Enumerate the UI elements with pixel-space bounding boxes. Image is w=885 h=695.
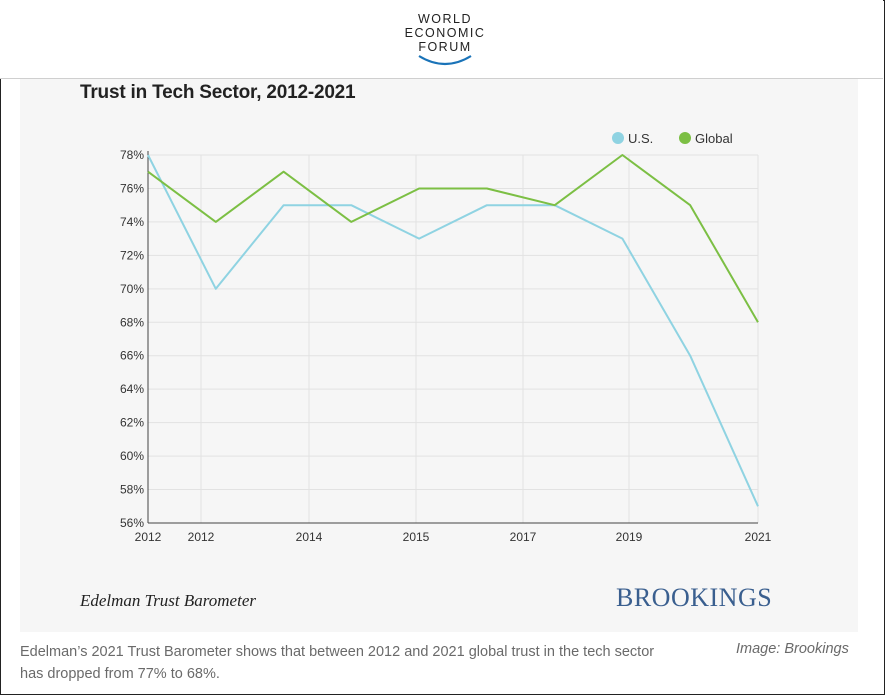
series-line-global [147,154,759,323]
y-tick-label: 60% [120,449,144,463]
chart-legend: U.S. Global [612,131,733,146]
grid-lines [147,154,759,524]
line-chart: 56% 58% 60% 62% 64% 66% 68% 70% 72% 74% 76% 78% 201… [120,131,772,544]
series-lines [147,154,759,507]
logo-arc-icon [418,55,472,66]
legend-marker-global [679,132,691,144]
y-axis: 56% 58% 60% 62% 64% 66% 68% 70% 72% 74% 76% 78% [120,148,149,530]
y-tick-label: 56% [120,516,144,530]
legend-label-global: Global [695,131,733,146]
logo-line-3: FORUM [418,40,472,54]
y-tick-label: 74% [120,215,144,229]
x-tick-label: 2015 [403,530,430,544]
x-tick-label: 2021 [745,530,772,544]
site-header: WORLD ECONOMIC FORUM [0,0,883,79]
brookings-logo: BROOKINGS [616,583,773,612]
x-tick-label: 2014 [296,530,323,544]
chart-title: Trust in Tech Sector, 2012-2021 [80,82,356,103]
y-tick-label: 76% [120,181,144,195]
x-tick-label: 2012 [135,530,162,544]
figure-caption: Edelman’s 2021 Trust Barometer shows tha… [20,644,655,682]
legend-label-us: U.S. [628,131,653,146]
image-credit: Image: Brookings [736,641,849,657]
y-tick-label: 78% [120,148,144,162]
x-axis: 2012 2012 2014 2015 2017 2019 2021 [135,522,772,544]
y-tick-label: 58% [120,483,144,497]
y-tick-label: 70% [120,282,144,296]
y-tick-label: 72% [120,248,144,262]
y-tick-label: 64% [120,382,144,396]
x-tick-label: 2017 [510,530,537,544]
logo-line-1: WORLD [417,12,473,26]
logo-line-2: ECONOMIC [404,26,486,40]
legend-marker-us [612,132,624,144]
y-tick-label: 66% [120,349,144,363]
x-tick-label: 2019 [616,530,643,544]
y-tick-label: 68% [120,315,144,329]
wef-logo[interactable]: WORLD ECONOMIC FORUM [390,12,500,68]
x-tick-label: 2012 [188,530,215,544]
series-line-us [147,154,759,507]
source-note: Edelman Trust Barometer [80,591,256,610]
y-tick-label: 62% [120,416,144,430]
chart-panel: Trust in Tech Sector, 2012-2021 56% 58% 60… [20,79,858,632]
